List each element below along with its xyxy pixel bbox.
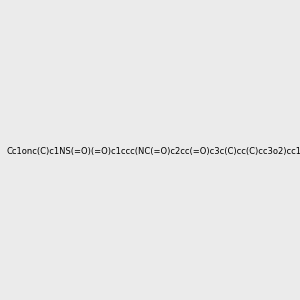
Text: Cc1onc(C)c1NS(=O)(=O)c1ccc(NC(=O)c2cc(=O)c3c(C)cc(C)cc3o2)cc1: Cc1onc(C)c1NS(=O)(=O)c1ccc(NC(=O)c2cc(=O…	[6, 147, 300, 156]
